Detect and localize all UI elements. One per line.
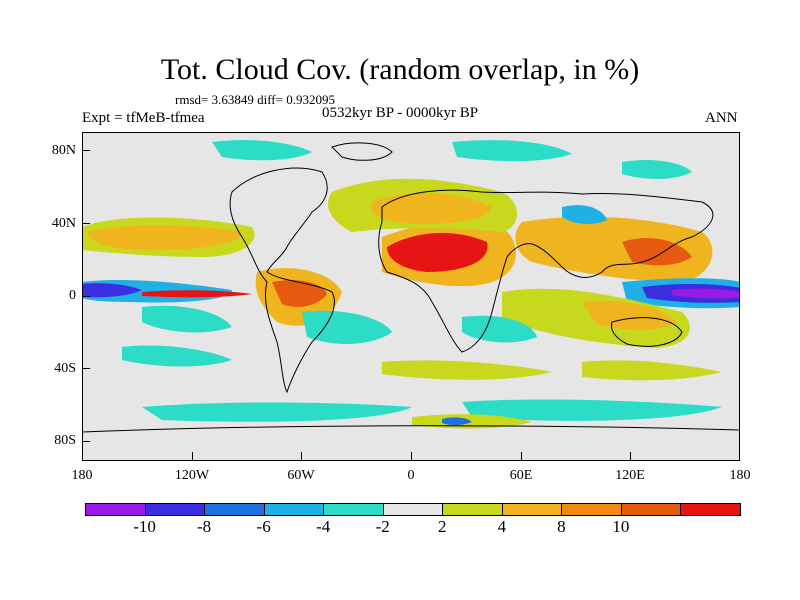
colorbar-label: -6 — [256, 517, 271, 536]
lat-tick — [82, 223, 90, 224]
colorbar-label: -4 — [316, 517, 331, 536]
colorbar-swatch — [323, 503, 384, 516]
lon-tick — [630, 452, 631, 460]
chart-title: Tot. Cloud Cov. (random overlap, in %) — [160, 53, 640, 86]
colorbar-label: 10 — [612, 517, 630, 536]
colorbar-swatch — [382, 503, 444, 516]
stats-label: rmsd= 3.63849 diff= 0.932095 — [175, 92, 335, 107]
map-frame — [82, 132, 740, 461]
lon-tick — [192, 452, 193, 460]
experiment-label: Expt = tfMeB-tfmea — [82, 110, 205, 126]
colorbar-label: 4 — [497, 517, 507, 536]
colorbar — [85, 503, 741, 516]
colorbar-swatch — [144, 503, 206, 516]
colorbar-label: 8 — [557, 517, 566, 536]
colorbar-label: -10 — [133, 517, 156, 536]
lon-label-0: 0 — [407, 468, 415, 483]
period-label: 0532kyr BP - 0000kyr BP — [322, 105, 479, 121]
lat-label-40n: 40N — [51, 216, 76, 231]
colorbar-swatch — [680, 503, 741, 516]
lon-label-60e: 60E — [509, 468, 533, 483]
colorbar-label: 2 — [438, 517, 447, 536]
lat-label-80n: 80N — [51, 143, 76, 158]
lon-label-120w: 120W — [174, 468, 210, 483]
map-plot-area — [82, 132, 740, 461]
lon-label-60w: 60W — [287, 468, 315, 483]
colorbar-swatch — [85, 503, 146, 516]
lat-label-40s: 40S — [54, 361, 76, 376]
lat-tick — [82, 296, 90, 297]
lat-label-80s: 80S — [54, 433, 76, 448]
lon-label-120e: 120E — [615, 468, 645, 483]
colorbar-swatch — [561, 503, 622, 516]
lon-tick — [301, 452, 302, 460]
season-label: ANN — [705, 110, 738, 126]
lat-label-0: 0 — [69, 288, 76, 303]
colorbar-swatch — [620, 503, 682, 516]
colorbar-swatch — [263, 503, 325, 516]
lon-tick — [411, 452, 412, 460]
colorbar-swatch — [204, 503, 265, 516]
lon-label-180w: 180 — [71, 468, 93, 483]
lon-tick — [521, 452, 522, 460]
colorbar-label: -8 — [196, 517, 212, 536]
map-field — [82, 140, 740, 433]
lat-tick — [82, 441, 90, 442]
colorbar-label: -2 — [375, 517, 390, 536]
colorbar-swatch — [442, 503, 503, 516]
colorbar-swatch — [501, 503, 563, 516]
lat-tick — [82, 150, 90, 151]
lat-tick — [82, 368, 90, 369]
lon-label-180e: 180 — [729, 468, 751, 483]
